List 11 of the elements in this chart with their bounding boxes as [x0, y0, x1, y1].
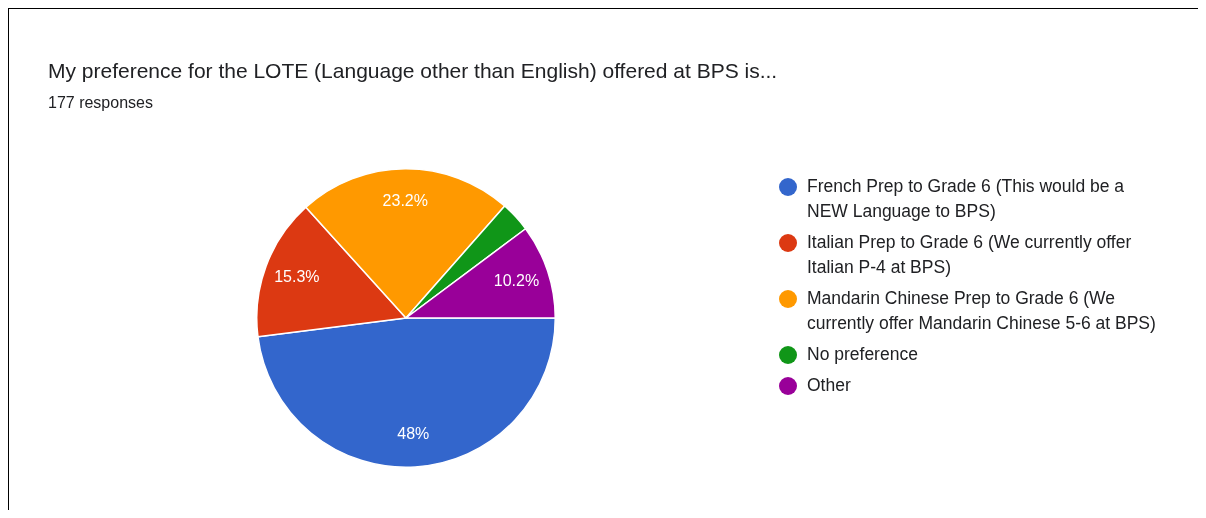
data-label: 23.2%	[382, 191, 428, 209]
chart-title: My preference for the LOTE (Language other than English) offered at BPS is...	[48, 59, 778, 83]
text: 177 responses	[48, 94, 153, 112]
legend-label: French Prep to Grade 6 (This would be a NEW Language to BPS)	[807, 175, 1126, 223]
legend-label: Italian Prep to Grade 6 (We currently offer Italian P-4 at BPS)	[807, 231, 1133, 279]
legend-label: Mandarin Chinese Prep to Grade 6 (We currently offer Mandarin Chinese 5-6 at BPS)	[807, 287, 1157, 335]
data-label: 48%	[397, 424, 430, 442]
legend-label: Other	[807, 374, 851, 397]
legend-label: No preference	[807, 343, 918, 366]
data-label: 10.2%	[493, 271, 540, 289]
data-label: 15.3%	[274, 267, 320, 285]
